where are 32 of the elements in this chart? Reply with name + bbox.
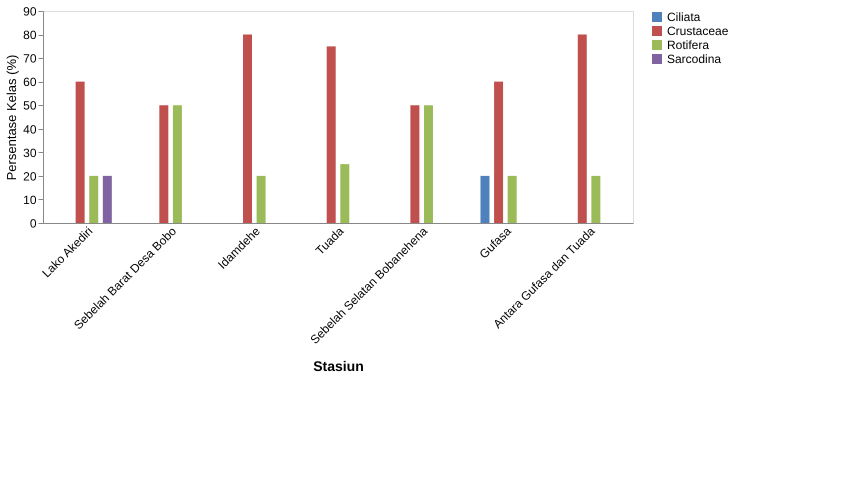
y-axis-title: Persentase Kelas (%) [4, 54, 20, 180]
bar [578, 34, 587, 223]
legend-label: Crustaceae [667, 24, 729, 38]
x-axis-title: Stasiun [313, 358, 364, 374]
y-tick-label: 20 [23, 169, 37, 184]
bar [424, 105, 433, 223]
y-tick-label: 60 [23, 75, 37, 90]
y-tick-label: 50 [23, 98, 37, 113]
y-tick-label: 90 [23, 4, 37, 18]
bar [508, 176, 517, 223]
bar [76, 82, 85, 223]
bar [591, 176, 600, 223]
y-tick-label: 80 [23, 28, 37, 42]
legend-label: Ciliata [667, 10, 701, 24]
legend-label: Rotifera [667, 38, 710, 52]
y-tick-label: 0 [30, 216, 37, 230]
bar [410, 105, 420, 223]
bar [89, 176, 98, 223]
legend-label: Sarcodina [667, 52, 722, 66]
bar [340, 164, 350, 223]
bar [102, 176, 112, 223]
y-tick-label: 10 [23, 192, 37, 207]
bar [172, 105, 182, 223]
bar [480, 176, 490, 223]
bar [494, 82, 504, 223]
y-tick-label: 70 [23, 52, 37, 66]
bar [159, 105, 168, 223]
bar [243, 34, 252, 223]
y-tick-label: 40 [23, 122, 37, 136]
y-tick-label: 30 [23, 146, 37, 160]
bar [256, 176, 266, 223]
bar [326, 46, 336, 223]
